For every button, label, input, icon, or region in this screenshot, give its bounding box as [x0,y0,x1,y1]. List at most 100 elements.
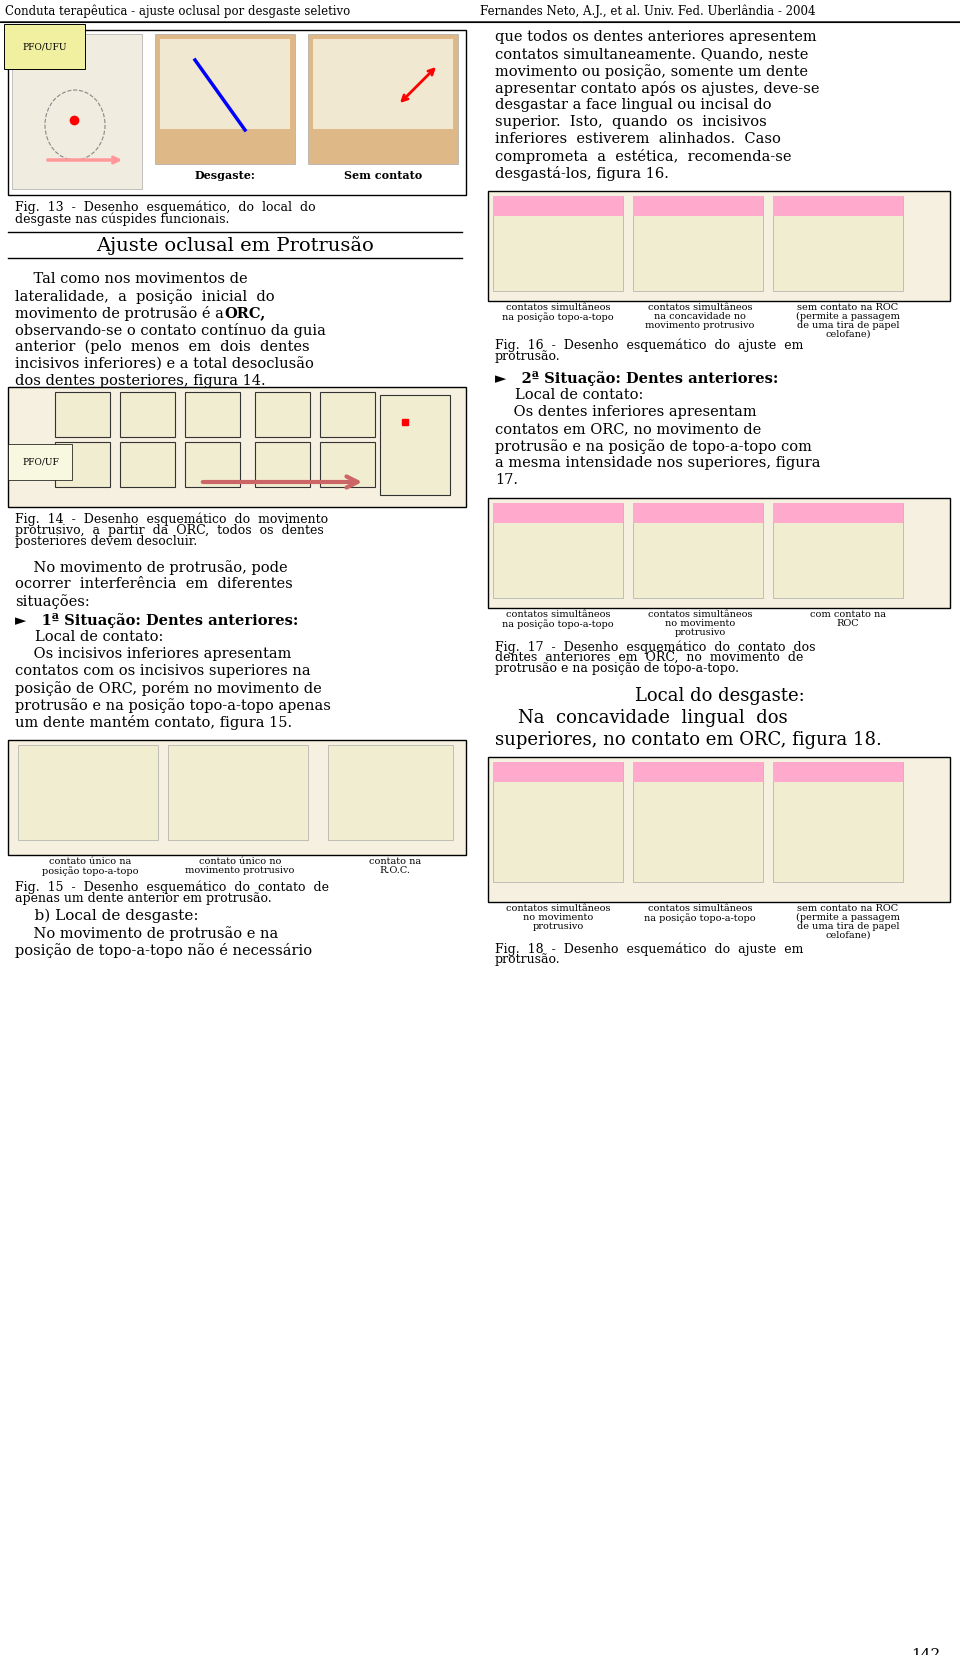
FancyBboxPatch shape [8,387,466,506]
Text: protrusão e na posição topo-a-topo apenas: protrusão e na posição topo-a-topo apena… [15,698,331,713]
Text: ORC,: ORC, [224,306,265,319]
FancyBboxPatch shape [380,396,450,495]
Text: dentes  anteriores  em  ORC,  no  movimento  de: dentes anteriores em ORC, no movimento d… [495,650,804,664]
FancyBboxPatch shape [120,392,175,437]
FancyBboxPatch shape [160,40,290,129]
Text: apenas um dente anterior em protrusão.: apenas um dente anterior em protrusão. [15,892,272,905]
Text: contatos simultâneos: contatos simultâneos [506,904,611,914]
FancyBboxPatch shape [493,761,623,783]
Text: protrusão e na posição de topo-a-topo com: protrusão e na posição de topo-a-topo co… [495,439,812,453]
FancyBboxPatch shape [12,35,142,189]
Text: Fernandes Neto, A.J., et al. Univ. Fed. Uberlândia - 2004: Fernandes Neto, A.J., et al. Univ. Fed. … [480,5,815,18]
FancyBboxPatch shape [55,442,110,487]
Text: contato único no: contato único no [199,857,281,866]
FancyBboxPatch shape [493,195,623,217]
FancyBboxPatch shape [185,392,240,437]
Text: observando-se o contato contínuo da guia: observando-se o contato contínuo da guia [15,323,325,338]
FancyBboxPatch shape [120,442,175,487]
Text: com contato na: com contato na [810,611,886,619]
FancyBboxPatch shape [185,442,240,487]
Text: contatos simultâneos: contatos simultâneos [648,904,753,914]
FancyBboxPatch shape [633,761,763,882]
Text: desgastar a face lingual ou incisal do: desgastar a face lingual ou incisal do [495,98,772,113]
Text: protrusão.: protrusão. [495,953,561,967]
Text: que todos os dentes anteriores apresentem: que todos os dentes anteriores apresente… [495,30,817,45]
FancyBboxPatch shape [313,40,453,129]
FancyBboxPatch shape [773,761,903,783]
FancyBboxPatch shape [493,503,623,597]
FancyBboxPatch shape [773,195,903,291]
Text: ocorrer  interferência  em  diferentes: ocorrer interferência em diferentes [15,578,293,591]
Text: contatos simultâneos: contatos simultâneos [648,303,753,313]
FancyBboxPatch shape [773,503,903,597]
Text: contatos simultâneos: contatos simultâneos [506,303,611,313]
FancyBboxPatch shape [773,195,903,217]
FancyBboxPatch shape [773,503,903,523]
Text: b) Local de desgaste:: b) Local de desgaste: [15,909,199,923]
Text: sem contato na ROC: sem contato na ROC [798,904,899,914]
Text: desgastá-los, figura 16.: desgastá-los, figura 16. [495,166,669,180]
FancyBboxPatch shape [493,761,623,882]
Text: Fig.  14  -  Desenho  esquemático  do  movimento: Fig. 14 - Desenho esquemático do movimen… [15,513,328,526]
Text: posição topo-a-topo: posição topo-a-topo [41,866,138,875]
Text: a mesma intensidade nos superiores, figura: a mesma intensidade nos superiores, figu… [495,457,821,470]
Text: anterior  (pelo  menos  em  dois  dentes: anterior (pelo menos em dois dentes [15,339,310,354]
Text: na concavidade no: na concavidade no [654,313,746,321]
Text: movimento de protrusão é a: movimento de protrusão é a [15,306,228,321]
Text: Fig.  16  -  Desenho  esquemático  do  ajuste  em: Fig. 16 - Desenho esquemático do ajuste … [495,339,804,353]
Text: na posição topo-a-topo: na posição topo-a-topo [644,914,756,923]
Text: protrusão.: protrusão. [495,349,561,362]
Text: situações:: situações: [15,594,89,609]
Text: Os dentes inferiores apresentam: Os dentes inferiores apresentam [495,405,756,419]
Text: movimento protrusivo: movimento protrusivo [645,321,755,329]
Text: (permite a passagem: (permite a passagem [796,313,900,321]
Text: Conduta terapêutica - ajuste oclusal por desgaste seletivo: Conduta terapêutica - ajuste oclusal por… [5,5,350,18]
Text: posição de topo-a-topo não é necessário: posição de topo-a-topo não é necessário [15,943,312,958]
FancyBboxPatch shape [55,392,110,437]
Text: 17.: 17. [495,473,518,487]
Text: no movimento: no movimento [665,619,735,627]
Text: movimento ou posição, somente um dente: movimento ou posição, somente um dente [495,65,808,79]
Text: protrusão e na posição de topo-a-topo.: protrusão e na posição de topo-a-topo. [495,662,739,675]
Text: lateralidade,  a  posição  inicial  do: lateralidade, a posição inicial do [15,290,275,305]
Text: Fig.  18  -  Desenho  esquemático  do  ajuste  em: Fig. 18 - Desenho esquemático do ajuste … [495,942,804,955]
Text: na posição topo-a-topo: na posição topo-a-topo [502,313,613,321]
Text: ►   2ª Situação: Dentes anteriores:: ► 2ª Situação: Dentes anteriores: [495,371,779,386]
Text: movimento protrusivo: movimento protrusivo [185,866,295,875]
Text: contatos simultâneos: contatos simultâneos [506,611,611,619]
Text: Local de contato:: Local de contato: [35,631,163,644]
Text: comprometa  a  estética,  recomenda-se: comprometa a estética, recomenda-se [495,149,791,164]
FancyBboxPatch shape [155,35,295,164]
FancyBboxPatch shape [328,745,453,841]
Text: Sem contato: Sem contato [344,170,422,180]
Text: Local do desgaste:: Local do desgaste: [636,687,804,705]
FancyBboxPatch shape [488,190,950,301]
Text: posteriores devem desocluir.: posteriores devem desocluir. [15,535,197,548]
FancyBboxPatch shape [255,442,310,487]
Text: Fig.  13  -  Desenho  esquemático,  do  local  do: Fig. 13 - Desenho esquemático, do local … [15,200,316,213]
FancyBboxPatch shape [493,503,623,523]
Text: Na  concavidade  lingual  dos: Na concavidade lingual dos [495,708,787,727]
FancyBboxPatch shape [633,503,763,523]
Text: protrusivo: protrusivo [674,627,726,637]
Text: Fig.  17  -  Desenho  esquemático  do  contato  dos: Fig. 17 - Desenho esquemático do contato… [495,640,815,654]
Text: celofane): celofane) [826,329,871,339]
Text: posição de ORC, porém no movimento de: posição de ORC, porém no movimento de [15,680,322,697]
FancyBboxPatch shape [8,740,466,856]
Text: sem contato na ROC: sem contato na ROC [798,303,899,313]
Text: contatos em ORC, no movimento de: contatos em ORC, no movimento de [495,422,761,435]
Text: No movimento de protrusão e na: No movimento de protrusão e na [15,927,278,942]
Text: (permite a passagem: (permite a passagem [796,914,900,922]
Text: contatos simultâneos: contatos simultâneos [648,611,753,619]
FancyBboxPatch shape [633,195,763,291]
FancyBboxPatch shape [493,195,623,291]
Text: superior.  Isto,  quando  os  incisivos: superior. Isto, quando os incisivos [495,114,767,129]
Text: Fig.  15  -  Desenho  esquemático  do  contato  de: Fig. 15 - Desenho esquemático do contato… [15,880,329,894]
Text: R.O.C.: R.O.C. [379,866,411,875]
FancyBboxPatch shape [633,761,763,783]
Text: incisivos inferiores) e a total desoclusão: incisivos inferiores) e a total desoclus… [15,357,314,371]
FancyBboxPatch shape [320,442,375,487]
FancyBboxPatch shape [8,30,466,195]
Text: um dente mantém contato, figura 15.: um dente mantém contato, figura 15. [15,715,292,730]
Text: na posição topo-a-topo: na posição topo-a-topo [502,619,613,629]
